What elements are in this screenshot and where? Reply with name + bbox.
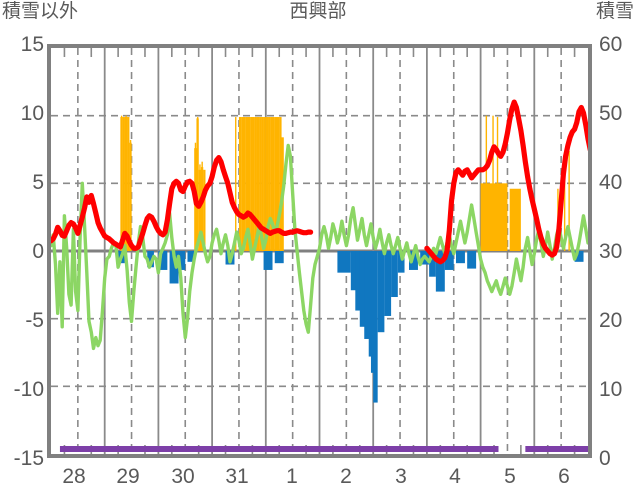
- ytick-left-3: 0: [32, 240, 44, 263]
- plot-area: [47, 44, 592, 458]
- ytick-right-3: 30: [599, 240, 623, 263]
- ytick-left-5: -10: [13, 378, 44, 401]
- ytick-left-1: 10: [20, 102, 44, 125]
- ytick-right-5: 10: [599, 378, 623, 401]
- ytick-right-1: 50: [599, 102, 623, 125]
- ytick-right-6: 0: [599, 447, 611, 470]
- ytick-left-2: 5: [32, 171, 44, 194]
- chart-canvas: [51, 48, 588, 454]
- plot-inner: [51, 48, 588, 454]
- xtick-5: 2: [340, 465, 352, 488]
- xtick-6: 3: [395, 465, 407, 488]
- xtick-9: 6: [558, 465, 570, 488]
- xtick-8: 5: [504, 465, 516, 488]
- ytick-left-6: -15: [13, 447, 44, 470]
- xtick-4: 1: [286, 465, 298, 488]
- left-axis-title: 積雪以外: [2, 1, 79, 22]
- right-axis-title: 積雪: [595, 1, 634, 22]
- chart-title: 西興部: [289, 1, 347, 22]
- ytick-right-4: 20: [599, 309, 623, 332]
- ytick-left-4: -5: [25, 309, 44, 332]
- xtick-2: 30: [171, 465, 195, 488]
- ytick-left-0: 15: [20, 33, 44, 56]
- xtick-3: 31: [225, 465, 249, 488]
- ytick-right-0: 60: [599, 33, 623, 56]
- ytick-right-2: 40: [599, 171, 623, 194]
- xtick-7: 4: [449, 465, 461, 488]
- xtick-1: 29: [116, 465, 140, 488]
- xtick-0: 28: [62, 465, 86, 488]
